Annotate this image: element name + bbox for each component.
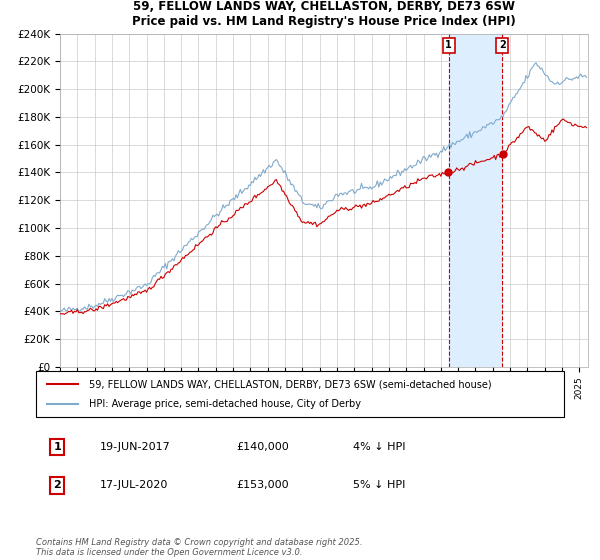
Text: 2: 2 (53, 480, 61, 491)
Text: HPI: Average price, semi-detached house, City of Derby: HPI: Average price, semi-detached house,… (89, 399, 361, 409)
Title: 59, FELLOW LANDS WAY, CHELLASTON, DERBY, DE73 6SW
Price paid vs. HM Land Registr: 59, FELLOW LANDS WAY, CHELLASTON, DERBY,… (132, 0, 516, 28)
Text: 17-JUL-2020: 17-JUL-2020 (100, 480, 168, 491)
Text: 19-JUN-2017: 19-JUN-2017 (100, 442, 170, 452)
Text: 1: 1 (53, 442, 61, 452)
Text: 59, FELLOW LANDS WAY, CHELLASTON, DERBY, DE73 6SW (semi-detached house): 59, FELLOW LANDS WAY, CHELLASTON, DERBY,… (89, 379, 491, 389)
Text: 1: 1 (445, 40, 452, 50)
Text: £140,000: £140,000 (236, 442, 289, 452)
Text: 5% ↓ HPI: 5% ↓ HPI (353, 480, 405, 491)
Text: Contains HM Land Registry data © Crown copyright and database right 2025.
This d: Contains HM Land Registry data © Crown c… (36, 538, 362, 557)
FancyBboxPatch shape (36, 371, 564, 417)
Bar (449, 34, 502, 367)
Text: 2: 2 (499, 40, 506, 50)
Text: 4% ↓ HPI: 4% ↓ HPI (353, 442, 406, 452)
Text: £153,000: £153,000 (236, 480, 289, 491)
